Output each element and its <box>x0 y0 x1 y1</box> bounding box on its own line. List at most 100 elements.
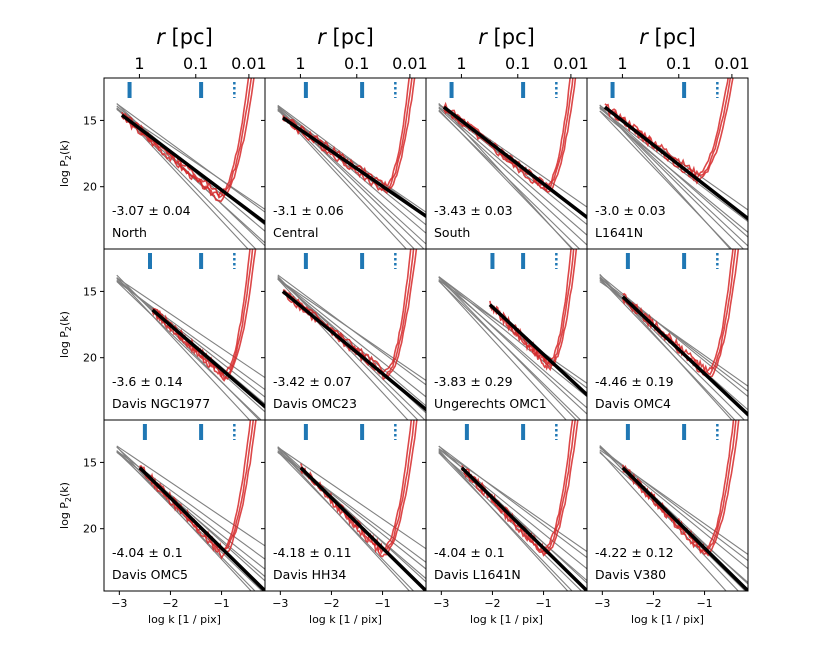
x-axis-label: log k [1 / pix] <box>631 613 704 626</box>
top-tick-label: 0.1 <box>344 54 369 73</box>
scale-marker <box>449 82 454 98</box>
slope-label: -4.46 ± 0.19 <box>595 374 674 389</box>
scale-marker <box>148 253 152 269</box>
panel-name: North <box>112 225 147 240</box>
fit-line <box>621 466 748 591</box>
fit-line <box>603 105 748 221</box>
x-tick-label: −2 <box>162 597 178 610</box>
comparison-line <box>277 451 426 580</box>
x-axis-label: log k [1 / pix] <box>470 613 543 626</box>
top-tick-label: 0.01 <box>231 54 267 73</box>
top-tick-label: 1 <box>456 54 466 73</box>
x-tick-label: −3 <box>111 597 127 610</box>
x-tick-label: −3 <box>272 597 288 610</box>
panel-3: -3.43 ± 0.03 South 1 0.1 0.01 r [pc] <box>422 25 589 250</box>
y-axis-label: log P2(k) <box>58 311 73 358</box>
x-tick-label: −1 <box>213 597 229 610</box>
scale-marker <box>521 82 526 98</box>
panel-2: -3.1 ± 0.06 Central 1 0.1 0.01 r [pc] <box>261 25 428 250</box>
fit-line <box>120 113 265 225</box>
fit-line <box>138 466 265 591</box>
comparison-line <box>116 103 265 213</box>
comparison-line <box>599 451 727 591</box>
fit-line <box>442 105 587 220</box>
comparison-line <box>438 276 587 398</box>
comparison-line <box>599 273 733 420</box>
slope-label: -3.43 ± 0.03 <box>434 203 513 218</box>
comparison-line <box>599 106 745 249</box>
comparison-line <box>116 277 251 420</box>
data-spectrum <box>622 249 740 380</box>
y-axis-label: log P2(k) <box>58 482 73 529</box>
x-tick-label: −2 <box>484 597 500 610</box>
slope-label: -3.42 ± 0.07 <box>273 374 352 389</box>
comparison-line <box>438 280 567 420</box>
top-tick-label: 1 <box>295 54 305 73</box>
data-spectrum <box>622 420 740 557</box>
fit-line <box>281 290 426 412</box>
top-tick-label: 1 <box>617 54 627 73</box>
panel-8: -4.46 ± 0.19 Davis OMC4 <box>583 248 749 421</box>
panel-plot-area <box>599 249 748 420</box>
fit-line <box>151 308 265 410</box>
scale-marker <box>360 253 365 269</box>
scale-marker <box>303 82 308 98</box>
panel-name: Central <box>273 225 319 240</box>
y-axis-label-suffix: (k) <box>58 311 71 326</box>
x-tick-label: −1 <box>535 597 551 610</box>
scale-marker <box>682 253 687 269</box>
panel-name: Davis OMC4 <box>595 396 671 411</box>
panel-name: Davis NGC1977 <box>112 396 210 411</box>
y-tick-label: 15 <box>83 285 97 298</box>
slope-label: -3.83 ± 0.29 <box>434 374 513 389</box>
data-spectrum <box>139 420 255 552</box>
panel-12: -4.22 ± 0.12 Davis V380 −3 −2 −1 log k [1 / p… <box>583 419 749 626</box>
slope-label: -3.6 ± 0.14 <box>112 374 183 389</box>
scale-marker <box>521 424 526 440</box>
data-spectrum <box>121 78 253 199</box>
y-axis-label-subscript: 2 <box>64 326 73 331</box>
y-axis-label-suffix: (k) <box>58 140 71 155</box>
x-tick-label: −2 <box>645 597 661 610</box>
fit-line <box>488 303 587 398</box>
data-spectrum <box>604 78 729 178</box>
y-tick-label: 20 <box>83 523 97 536</box>
data-spectrum <box>282 249 412 374</box>
panel-plot-area <box>599 420 748 591</box>
y-tick-label: 15 <box>83 114 97 127</box>
scale-marker <box>490 253 495 269</box>
comparison-line <box>277 275 419 420</box>
comparison-line <box>277 109 408 249</box>
panel-plot-area <box>277 78 426 249</box>
scale-marker <box>521 253 526 269</box>
panel-plot-area <box>277 420 426 591</box>
panel-plot-area <box>116 78 265 249</box>
panel-plot-area <box>116 249 265 420</box>
panel-4: -3.0 ± 0.03 L1641N 1 0.1 0.01 r [pc] <box>583 25 750 250</box>
top-axis-label-unit: [pc] <box>655 25 696 49</box>
panel-plot-area <box>438 78 587 249</box>
top-axis-label: r [pc] <box>639 25 696 49</box>
comparison-line <box>116 446 252 591</box>
top-axis-label-unit: [pc] <box>494 25 535 49</box>
scale-marker <box>303 424 308 440</box>
panel-frame <box>586 419 749 592</box>
comparison-line <box>438 448 587 553</box>
comparison-line <box>438 452 573 591</box>
x-tick-label: −1 <box>374 597 390 610</box>
panel-name: Ungerechts OMC1 <box>434 396 547 411</box>
scale-marker <box>625 253 630 269</box>
top-axis-label-variable: r <box>156 25 171 49</box>
top-axis-label-unit: [pc] <box>333 25 374 49</box>
panel-frame <box>586 248 749 421</box>
top-axis-label-variable: r <box>478 25 493 49</box>
panel-11: -4.04 ± 0.1 Davis L1641N −3 −2 −1 log k [1 / … <box>422 419 588 626</box>
x-axis-label: log k [1 / pix] <box>148 613 221 626</box>
data-spectrum <box>622 249 734 373</box>
panel-plot-area <box>116 420 265 591</box>
x-tick-label: −1 <box>696 597 712 610</box>
comparison-line <box>116 445 265 547</box>
comparison-line <box>277 274 426 386</box>
top-axis-label: r [pc] <box>317 25 374 49</box>
